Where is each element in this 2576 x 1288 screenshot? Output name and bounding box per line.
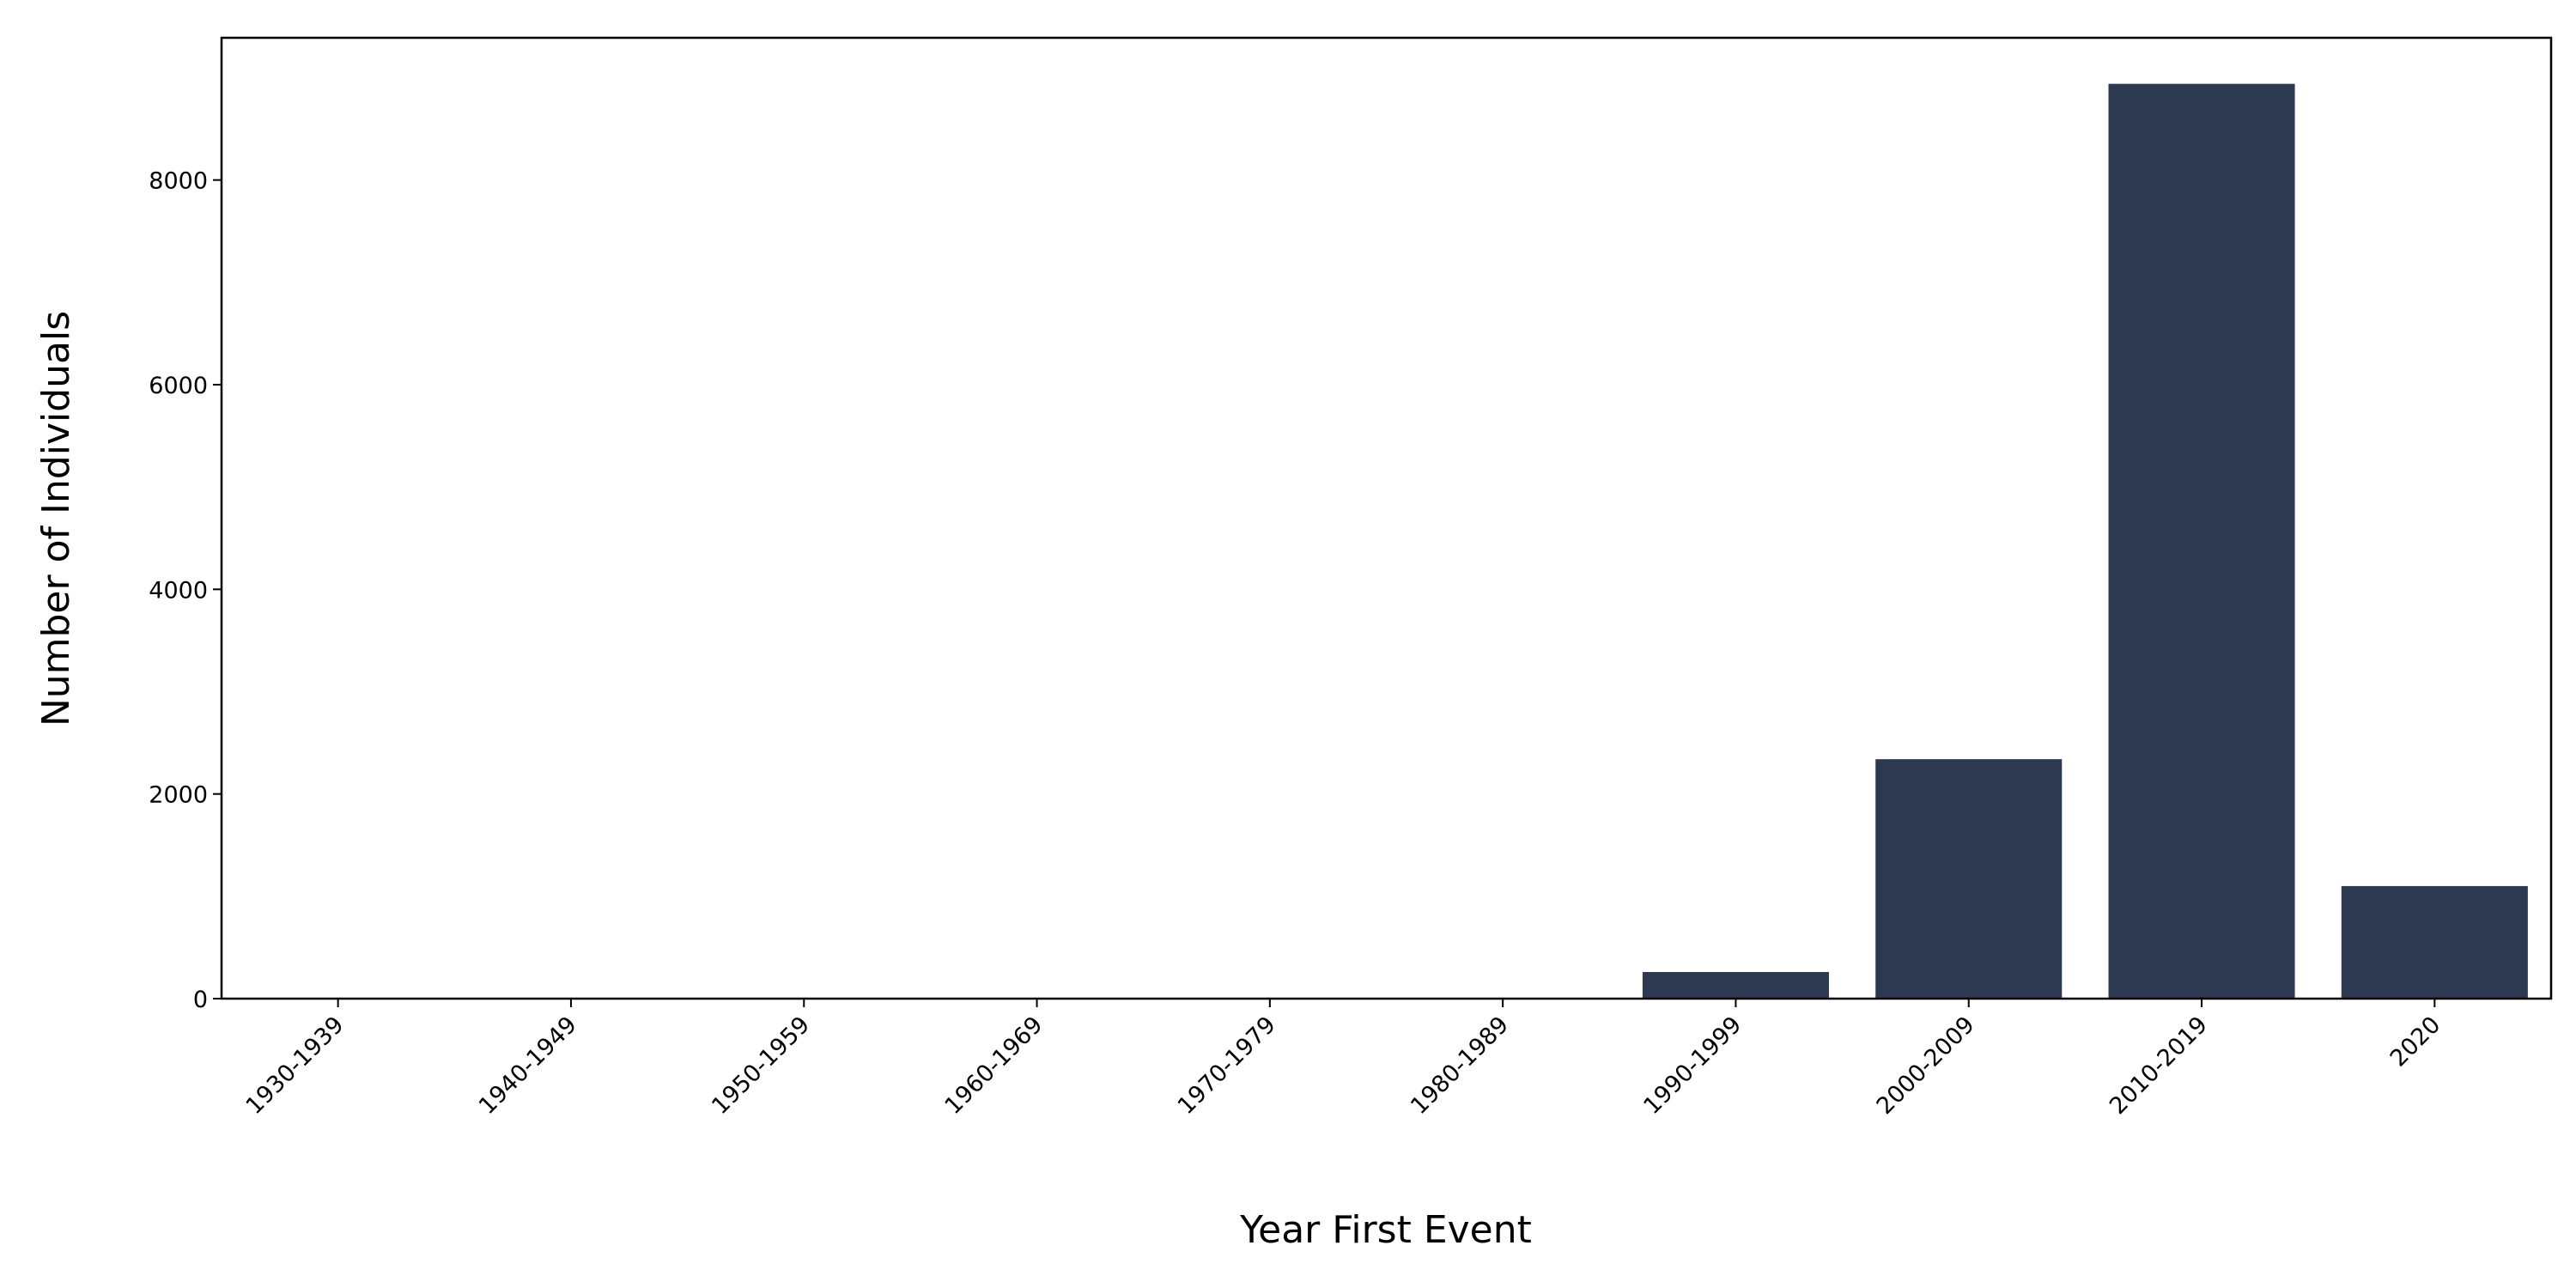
x-tick-label: 1960-1969 bbox=[940, 1012, 1048, 1120]
x-tick-label: 1980-1989 bbox=[1406, 1012, 1514, 1120]
x-tick-label: 1940-1949 bbox=[474, 1012, 582, 1120]
plot-frame bbox=[220, 36, 2553, 1000]
y-tick-label: 6000 bbox=[149, 373, 208, 399]
x-tick-label: 1990-1999 bbox=[1638, 1012, 1747, 1120]
bar bbox=[1875, 759, 2063, 999]
y-axis-label: Number of Individuals bbox=[34, 311, 78, 726]
y-tick-label: 0 bbox=[193, 987, 208, 1013]
y-tick-label: 2000 bbox=[149, 782, 208, 809]
bar bbox=[2341, 885, 2528, 999]
x-tick-label: 1950-1959 bbox=[707, 1012, 815, 1120]
x-tick-label: 2010-2019 bbox=[2105, 1012, 2213, 1120]
x-tick-label: 1970-1979 bbox=[1173, 1012, 1281, 1120]
x-tick-label: 2000-2009 bbox=[1872, 1012, 1980, 1120]
y-tick-label: 8000 bbox=[149, 168, 208, 195]
bar bbox=[2108, 83, 2295, 999]
x-axis-label: Year First Event bbox=[1239, 1208, 1532, 1252]
bar bbox=[1642, 972, 1829, 999]
x-tick-label: 1930-1939 bbox=[241, 1012, 349, 1120]
x-tick-label: 2020 bbox=[2385, 1012, 2446, 1072]
y-tick-label: 4000 bbox=[149, 577, 208, 604]
